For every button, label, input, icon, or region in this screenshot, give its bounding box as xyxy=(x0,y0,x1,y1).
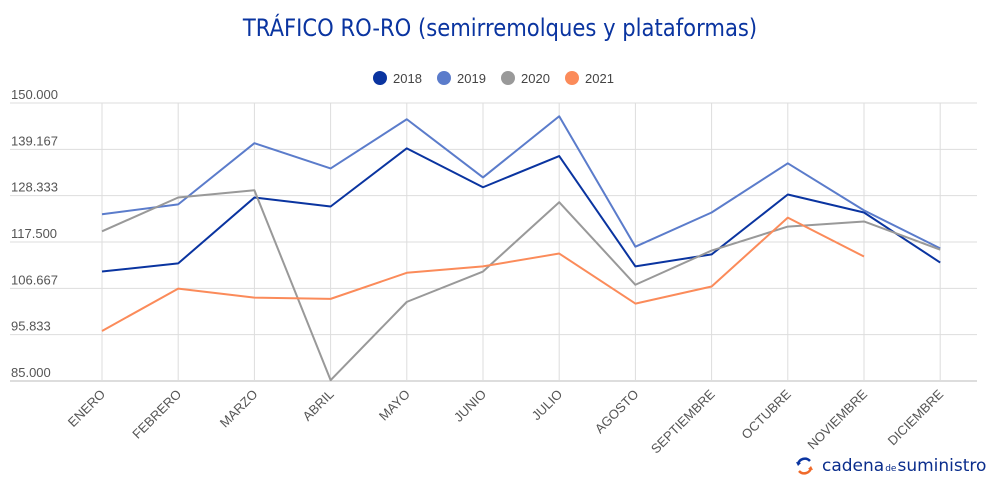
series-line-2021 xyxy=(101,216,865,332)
y-tick-label: 106.667 xyxy=(11,272,58,287)
x-tick-label: NOVIEMBRE xyxy=(804,386,870,452)
legend-marker-2020 xyxy=(501,71,515,85)
y-tick-label: 95.833 xyxy=(11,319,51,334)
legend-marker-2018 xyxy=(373,71,387,85)
y-tick-label: 117.500 xyxy=(11,226,57,241)
logo-text-3: suministro xyxy=(897,456,987,476)
y-tick-label: 150.000 xyxy=(11,87,58,102)
legend-label-2018: 2018 xyxy=(393,71,422,86)
legend-label-2021: 2021 xyxy=(585,71,614,86)
x-tick-label: DICIEMBRE xyxy=(885,386,947,448)
x-tick-label: JULIO xyxy=(529,387,566,424)
x-tick-label: JUNIO xyxy=(451,387,489,425)
x-tick-label: MAYO xyxy=(376,387,413,424)
logo-text-2: de xyxy=(885,463,897,474)
x-tick-label: OCTUBRE xyxy=(738,386,794,442)
legend-marker-2019 xyxy=(437,71,451,85)
x-tick-label: ABRIL xyxy=(300,387,337,424)
x-tick-label: MARZO xyxy=(217,387,261,431)
logo-text-1: cadena xyxy=(822,456,885,476)
y-tick-label: 139.167 xyxy=(11,133,58,148)
series-line-2018 xyxy=(101,147,941,273)
x-tick-label: FEBRERO xyxy=(129,387,184,442)
x-tick-label: SEPTIEMBRE xyxy=(648,386,718,456)
x-tick-label: AGOSTO xyxy=(592,387,642,437)
logo-refresh-icon xyxy=(796,457,813,475)
y-tick-label: 85.000 xyxy=(11,365,51,380)
y-tick-label: 128.333 xyxy=(11,180,58,195)
legend-marker-2021 xyxy=(565,71,579,85)
legend-label-2020: 2020 xyxy=(521,71,550,86)
x-tick-label: ENERO xyxy=(65,387,108,430)
logo: cadena de suministro xyxy=(794,456,986,476)
chart-title: TRÁFICO RO-RO (semirremolques y platafor… xyxy=(242,14,758,42)
series-line-2019 xyxy=(101,115,941,250)
series-line-2020 xyxy=(101,189,941,382)
legend-label-2019: 2019 xyxy=(457,71,486,86)
